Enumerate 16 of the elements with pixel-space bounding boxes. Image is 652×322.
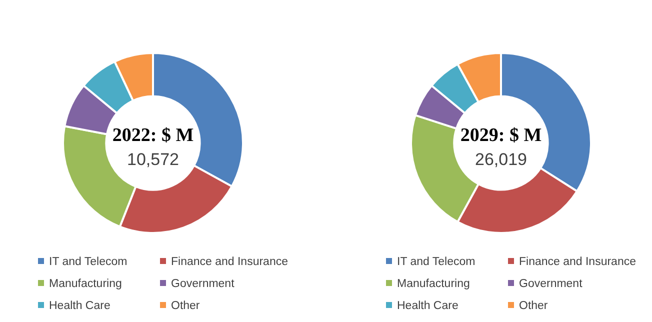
legend-label: IT and Telecom xyxy=(397,256,476,268)
legend-label: Finance and Insurance xyxy=(519,256,636,268)
legend-label: Government xyxy=(519,278,584,290)
legend-label: Other xyxy=(171,300,200,312)
legend-label: Finance and Insurance xyxy=(171,256,288,268)
legend-label: Manufacturing xyxy=(397,278,470,290)
text: 10,572 xyxy=(127,150,179,169)
legend-label: IT and Telecom xyxy=(49,256,128,268)
text: 2029: $ M xyxy=(460,125,542,146)
legend-label: Health Care xyxy=(49,300,110,312)
legend-label: Other xyxy=(519,300,548,312)
text: 2022: $ M xyxy=(112,125,194,146)
text: 26,019 xyxy=(475,150,527,169)
legend-label: Manufacturing xyxy=(49,278,122,290)
legend-label: Health Care xyxy=(397,300,458,312)
legend-label: Government xyxy=(171,278,236,290)
